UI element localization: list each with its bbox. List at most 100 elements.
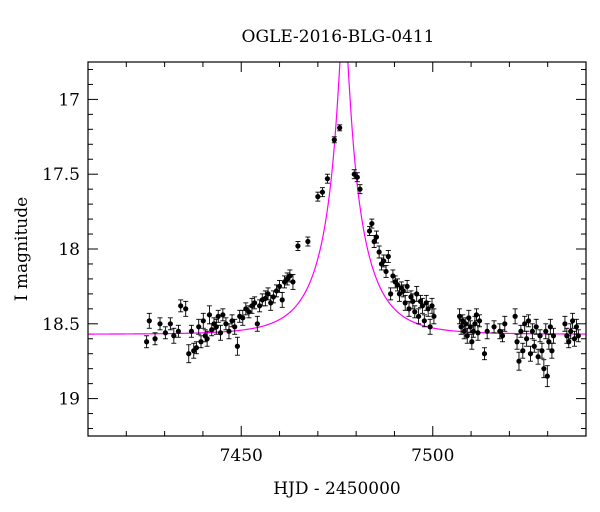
data-point — [429, 297, 435, 314]
y-tick-label: 17.5 — [42, 165, 80, 185]
data-point — [183, 300, 189, 317]
y-tick-label: 17 — [58, 90, 80, 110]
data-point — [204, 330, 210, 347]
data-point — [315, 191, 321, 202]
data-point — [466, 309, 472, 326]
data-point — [529, 323, 535, 340]
data-point — [544, 365, 550, 388]
data-point — [464, 327, 470, 344]
data-point — [157, 317, 163, 331]
data-point — [571, 330, 578, 347]
data-point — [319, 187, 326, 198]
data-point — [217, 324, 224, 341]
data-point — [178, 299, 184, 313]
data-point — [402, 294, 408, 311]
data-point — [461, 323, 467, 340]
data-point — [337, 124, 343, 132]
data-point — [234, 336, 240, 356]
data-point — [415, 308, 422, 325]
data-point — [252, 296, 258, 310]
data-point — [254, 315, 260, 332]
data-point — [502, 315, 508, 332]
chart-title: OGLE-2016-BLG-0411 — [242, 27, 435, 47]
data-point — [547, 318, 553, 335]
data-point — [516, 351, 522, 371]
data-point — [476, 314, 483, 328]
data-point — [569, 312, 576, 329]
y-tick-label: 18 — [58, 240, 80, 260]
data-point — [200, 312, 206, 329]
data-point — [414, 285, 420, 302]
data-point — [167, 317, 173, 331]
data-point — [381, 254, 387, 268]
data-point — [383, 265, 389, 278]
data-point — [475, 324, 481, 341]
x-axis-title: HJD - 2450000 — [273, 479, 401, 499]
data-point — [543, 323, 549, 340]
y-tick-label: 19 — [58, 390, 80, 410]
data-point — [481, 347, 488, 361]
data-point — [305, 236, 311, 247]
data-point — [206, 305, 213, 325]
data-point — [257, 299, 263, 313]
data-point — [215, 309, 221, 323]
data-point — [427, 318, 433, 335]
data-point — [193, 341, 200, 355]
data-point — [152, 332, 158, 346]
data-point — [175, 324, 182, 338]
data-point — [290, 273, 296, 290]
data-point — [385, 250, 391, 263]
data-point — [514, 333, 520, 350]
data-point — [535, 348, 541, 365]
x-tick-label: 7500 — [411, 446, 454, 466]
data-point — [473, 308, 480, 322]
data-point — [566, 335, 572, 349]
plot-area — [88, 62, 586, 388]
data-point — [421, 314, 427, 328]
data-point — [196, 318, 202, 335]
data-point — [295, 241, 301, 251]
data-point — [568, 323, 574, 340]
data-point — [533, 318, 539, 335]
data-point — [539, 342, 545, 359]
data-point — [575, 329, 581, 343]
data-point — [369, 218, 375, 229]
data-point — [188, 324, 195, 338]
data-point — [484, 323, 490, 340]
data-point — [357, 184, 363, 195]
y-axis-title: I magnitude — [12, 197, 32, 301]
y-tick-label: 18.5 — [42, 315, 80, 335]
data-point — [546, 333, 552, 350]
data-point — [276, 279, 283, 293]
data-point — [518, 324, 524, 338]
data-point — [354, 172, 360, 183]
data-point — [171, 327, 177, 344]
data-point — [279, 291, 285, 308]
data-point — [331, 136, 337, 144]
data-point — [232, 318, 238, 335]
data-point — [537, 329, 543, 343]
data-point — [226, 323, 232, 340]
data-point — [531, 339, 537, 353]
data-point — [162, 326, 168, 340]
data-point — [373, 230, 380, 244]
x-tick-label: 7450 — [220, 446, 263, 466]
data-point — [491, 320, 497, 334]
data-point — [525, 314, 532, 328]
data-point — [404, 279, 410, 293]
data-point — [144, 335, 150, 349]
data-point — [324, 173, 331, 184]
data-point — [425, 300, 431, 317]
data-point — [191, 342, 197, 359]
data-point — [431, 308, 437, 325]
data-point — [388, 287, 394, 301]
model-curve — [88, 62, 586, 335]
data-point — [268, 294, 274, 311]
data-point — [550, 327, 557, 344]
data-point — [186, 344, 192, 364]
data-point — [527, 345, 534, 362]
data-point — [520, 342, 526, 359]
data-point — [512, 308, 518, 325]
data-point — [146, 312, 152, 329]
